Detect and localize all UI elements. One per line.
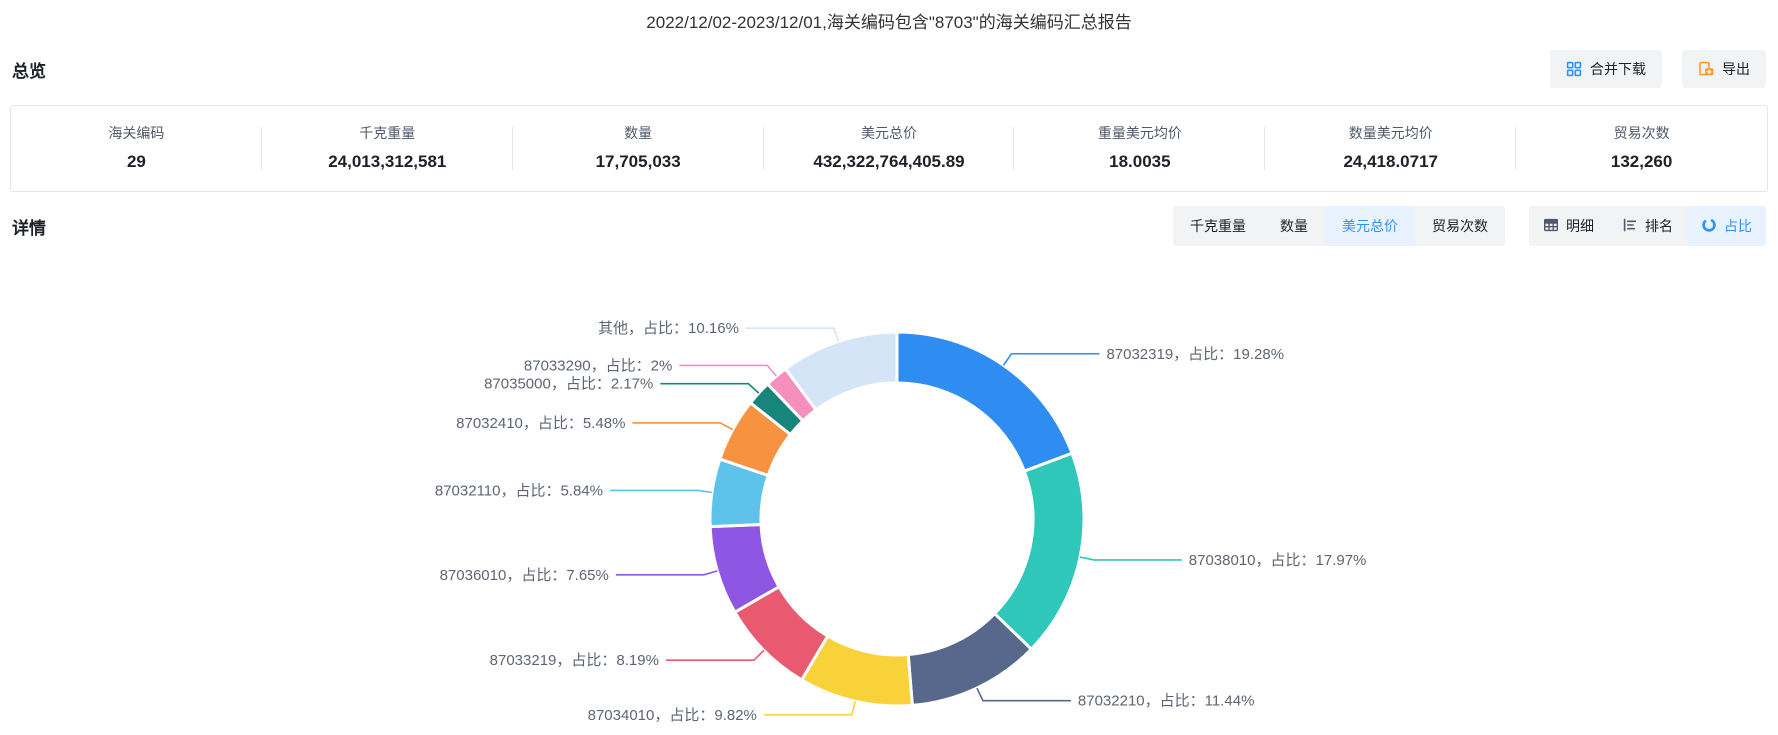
slice-label-其他: 其他，占比：10.16% [598,320,739,337]
overview-actions: 合并下载 导出 [1550,50,1766,88]
label-line-87034010 [763,701,856,716]
stat-kg-weight: 千克重量 24,013,312,581 [262,123,513,172]
donut-chart-svg: 87032319，占比：19.28% 87038010，占比：17.97% 8703… [435,320,1367,724]
stat-label: 重量美元均价 [1097,125,1182,141]
slice-label-87038010: 87038010，占比：17.97% [1189,552,1367,569]
label-line-87032110 [610,489,713,494]
donut-chart-area: 87032319，占比：19.28% 87038010，占比：17.97% 8703… [0,247,1778,725]
stat-value: 17,705,033 [595,152,681,171]
overview-heading: 总览 [12,61,46,81]
merge-download-button[interactable]: 合并下载 [1550,50,1662,88]
overview-stats-card: 海关编码 29 千克重量 24,013,312,581 数量 17,705,03… [10,105,1768,192]
page-title: 2022/12/02-2023/12/01,海关编码包含"8703"的海关编码汇… [646,13,1132,32]
stat-value: 18.0035 [1109,152,1171,171]
label-line-87033290 [679,364,777,377]
stat-value: 24,418.0717 [1343,152,1438,171]
stat-label: 数量美元均价 [1348,125,1433,141]
stat-value: 24,013,312,581 [328,152,447,171]
slice-label-87033219: 87033219，占比：8.19% [490,652,659,669]
stat-value: 29 [126,152,146,171]
label-line-87036010 [615,570,718,576]
label-line-87033219 [665,649,765,661]
slice-label-87032410: 87032410，占比：5.48% [456,415,625,432]
export-label: 导出 [1722,61,1750,77]
pie-slice-87032319[interactable] [895,330,1074,473]
stat-usd-total: 美元总价 432,322,764,405.89 [764,123,1015,172]
ranking-icon [1622,217,1638,236]
export-button[interactable]: 导出 [1682,50,1766,88]
pie-slice-87038010[interactable] [993,451,1086,651]
tab-kg-weight[interactable]: 千克重量 [1190,218,1246,234]
label-line-87032210 [976,687,1071,702]
stat-usd-avg-per-weight: 重量美元均价 18.0035 [1014,123,1266,172]
stat-label: 千克重量 [359,125,416,141]
slice-label-87033290: 87033290，占比：2% [524,357,672,374]
stat-value: 132,260 [1610,152,1673,171]
stat-quantity: 数量 17,705,033 [513,123,764,172]
export-icon [1698,61,1714,77]
detail-controls: 千克重量 数量 美元总价 贸易次数 明细 [1173,206,1766,246]
slice-label-87032110: 87032110，占比：5.84% [435,482,603,499]
detail-header-row: 详情 千克重量 数量 美元总价 贸易次数 明细 [0,205,1778,247]
stat-trade-count: 贸易次数 132,260 [1516,123,1767,172]
table-icon [1543,217,1559,236]
stat-hs-code: 海关编码 29 [11,123,262,172]
label-line-87032319 [1002,352,1100,366]
overview-header-row: 总览 合并下载 [0,47,1778,91]
label-line-87032410 [632,422,734,431]
stat-usd-avg-per-quantity: 数量美元均价 24,418.0717 [1265,123,1517,172]
label-line-87038010 [1079,556,1182,561]
pie-slice-其他[interactable] [784,330,899,412]
stat-label: 美元总价 [861,125,917,141]
label-line-其他 [745,327,840,342]
metric-tab-group: 千克重量 数量 美元总价 贸易次数 [1173,206,1505,246]
stat-label: 贸易次数 [1613,125,1670,141]
detail-heading: 详情 [12,218,46,238]
tab-label: 明细 [1566,218,1594,234]
tab-trade-count[interactable]: 贸易次数 [1432,218,1488,234]
tab-ranking-view[interactable]: 排名 [1608,206,1687,246]
tab-proportion-view[interactable]: 占比 [1687,206,1766,246]
slice-label-87036010: 87036010，占比：7.65% [440,567,609,584]
tab-usd-total[interactable]: 美元总价 [1325,206,1415,246]
merge-download-icon [1566,61,1582,77]
slice-label-87032210: 87032210，占比：11.44% [1078,693,1255,710]
slice-label-87034010: 87034010，占比：9.82% [588,707,757,724]
tab-label: 排名 [1645,218,1673,234]
pie-icon [1701,217,1717,236]
view-tab-group: 明细 排名 [1529,206,1766,246]
label-line-87035000 [660,382,760,394]
tab-quantity[interactable]: 数量 [1280,218,1308,234]
tab-label: 占比 [1724,218,1752,234]
stat-value: 432,322,764,405.89 [813,152,965,171]
stat-label: 数量 [624,125,653,141]
merge-download-label: 合并下载 [1590,61,1646,77]
stat-label: 海关编码 [108,125,165,141]
slice-label-87032319: 87032319，占比：19.28% [1106,346,1284,363]
slice-label-87035000: 87035000，占比：2.17% [484,376,653,393]
tab-detail-view[interactable]: 明细 [1529,206,1608,246]
